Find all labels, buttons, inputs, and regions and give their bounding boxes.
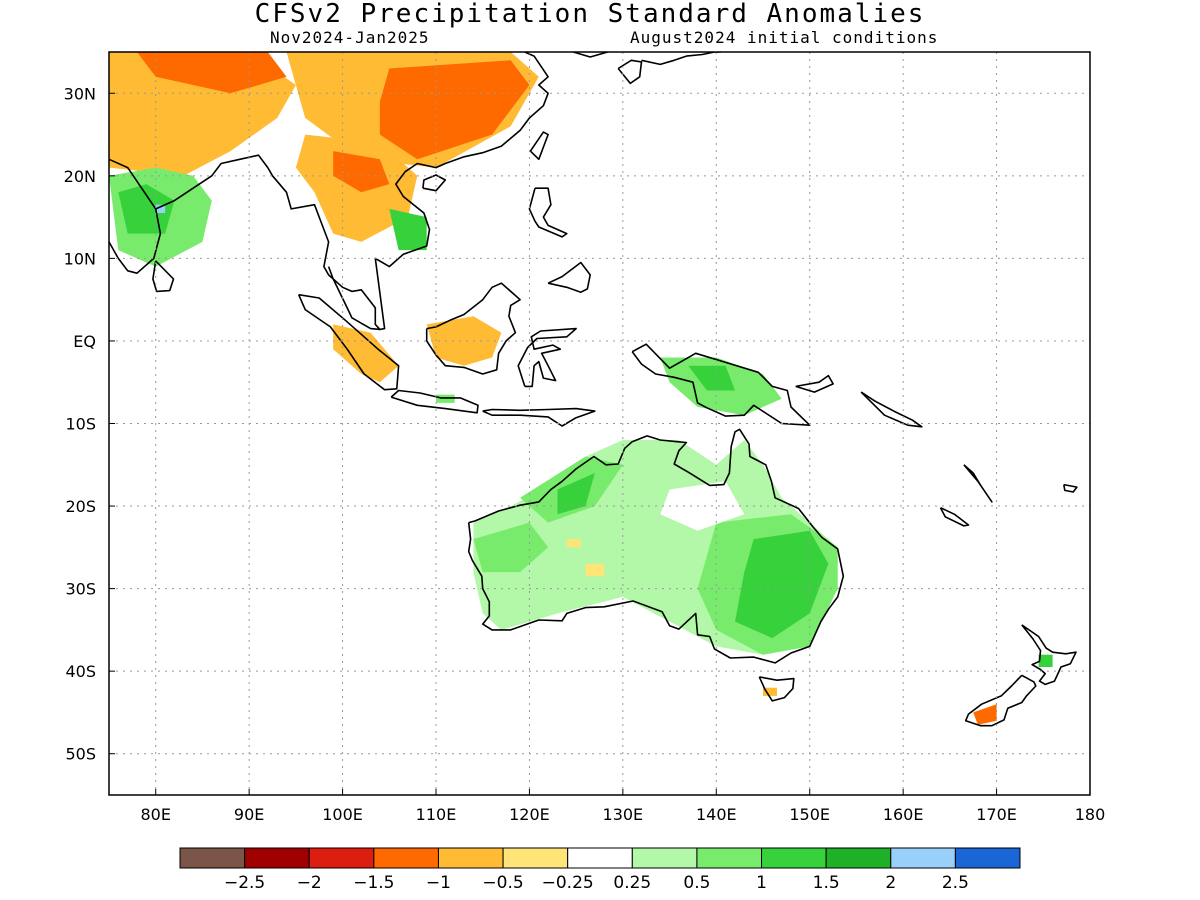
- colorbar-swatch: [179, 847, 246, 869]
- region-india-east-core-positive: [118, 184, 175, 234]
- lon-tick-label: 110E: [416, 805, 457, 824]
- colorbar-swatch: [437, 847, 504, 869]
- coast-sri-lanka: [152, 260, 175, 293]
- colorbar-label: −0.25: [542, 873, 594, 893]
- colorbar-label: 0.5: [683, 873, 710, 893]
- coast-india-bengal: [155, 154, 381, 331]
- region-himalaya-strong-negative: [137, 52, 287, 94]
- colorbar-label: 2.5: [942, 873, 969, 893]
- colorbar-swatch: [890, 847, 956, 869]
- lon-tick-label: 180: [1075, 805, 1106, 824]
- coast-sumatra: [297, 293, 400, 391]
- region-australia-central-white: [660, 481, 745, 531]
- region-java-positive: [436, 394, 455, 403]
- colorbar-swatch: [567, 847, 633, 869]
- lon-tick-label: 140E: [696, 805, 737, 824]
- region-australia-central-dry-2: [566, 539, 581, 548]
- lat-tick-label: 10S: [65, 415, 96, 434]
- map-title: CFSv2 Precipitation Standard Anomalies: [254, 0, 926, 29]
- colorbar-label: −0.5: [482, 873, 523, 893]
- coast-philippines-luzon: [528, 187, 568, 238]
- colorbar-label: −2: [297, 873, 322, 893]
- coast-borneo: [425, 282, 521, 375]
- colorbar-label: 2: [885, 873, 896, 893]
- coast-china-coast: [374, 52, 549, 331]
- lat-tick-label: 20S: [65, 497, 96, 516]
- lat-tick-label: 10N: [64, 249, 96, 268]
- lon-tick-label: 160E: [883, 805, 924, 824]
- coast-new-britain: [795, 374, 834, 393]
- region-new-zealand-south-negative: [973, 704, 997, 725]
- lat-tick-label: 40S: [65, 662, 96, 681]
- coast-vanuatu: [963, 464, 993, 503]
- coast-nz-south: [964, 674, 1037, 727]
- region-australia-central-dry: [585, 563, 605, 577]
- region-australia-west-positive: [473, 522, 549, 573]
- colorbar-swatch: [244, 847, 310, 869]
- initial-conditions: August2024 initial conditions: [630, 28, 939, 47]
- coast-solomon: [860, 391, 923, 428]
- coast-nz-north: [1021, 624, 1077, 686]
- colorbar-label: −1: [426, 873, 451, 893]
- anomaly-shading: [109, 52, 1053, 725]
- lon-tick-label: 170E: [976, 805, 1017, 824]
- axis-ticks: 80E 90E 100E 110E 120E 130E 140E 150E 160E 170E 18…: [64, 84, 1106, 824]
- region-sumatra-negative: [333, 324, 399, 383]
- coast-lesser-sunda: [482, 407, 596, 427]
- lon-tick-label: 130E: [603, 805, 644, 824]
- region-tasmania-dry: [763, 687, 777, 696]
- lon-tick-label: 90E: [234, 805, 264, 824]
- lon-tick-label: 150E: [789, 805, 830, 824]
- colorbar-label: −1.5: [353, 873, 394, 893]
- colorbar-swatch: [954, 847, 1021, 869]
- lon-tick-label: 80E: [140, 805, 170, 824]
- coastlines: [109, 52, 1078, 727]
- colorbar-label: 0.25: [613, 873, 651, 893]
- coast-fiji: [1063, 483, 1078, 493]
- coast-india: [109, 158, 162, 275]
- coast-japan-shikoku-honshu: [641, 52, 721, 66]
- colorbar-swatch: [631, 847, 698, 869]
- lat-tick-label: 30S: [65, 580, 96, 599]
- lon-tick-label: 120E: [509, 805, 550, 824]
- coast-taiwan: [529, 131, 549, 161]
- region-new-guinea-core-positive: [688, 365, 735, 391]
- colorbar-label: −2.5: [224, 873, 265, 893]
- coast-tasmania: [758, 676, 795, 702]
- colorbar-swatch: [308, 847, 375, 869]
- lat-tick-label: 20N: [64, 167, 96, 186]
- coast-korea: [573, 52, 619, 58]
- forecast-period: Nov2024-Jan2025: [270, 28, 430, 47]
- colorbar-swatch: [761, 847, 827, 869]
- region-new-zealand-north-positive: [1038, 654, 1053, 667]
- colorbar-swatch: [502, 847, 569, 869]
- coast-sulawesi: [517, 327, 577, 388]
- colorbar-swatch: [825, 847, 892, 869]
- region-indochina-strong-negative: [333, 151, 390, 193]
- coast-new-caledonia: [939, 506, 970, 527]
- lon-tick-label: 100E: [322, 805, 363, 824]
- region-india-blue-dot: [155, 204, 166, 213]
- grid-lines: [109, 52, 1090, 795]
- coast-australia: [467, 428, 845, 664]
- lat-tick-label: 50S: [65, 745, 96, 764]
- region-borneo-negative: [426, 316, 502, 366]
- colorbar-swatch: [373, 847, 439, 869]
- colorbar-label: 1: [756, 873, 767, 893]
- colorbar-label: 1.5: [813, 873, 840, 893]
- region-vietnam-positive: [389, 208, 427, 251]
- region-australia-east-core: [735, 530, 829, 639]
- colorbar: −2.5 −2 −1.5 −1 −0.5 −0.25 0.25 0.5 1 1.5 2 2.5: [179, 847, 1021, 893]
- region-china-strong-negative: [379, 60, 530, 160]
- lat-tick-label: EQ: [73, 332, 96, 351]
- coast-java: [390, 389, 479, 414]
- coast-hainan: [422, 174, 447, 192]
- region-australia-northwest-core: [557, 473, 595, 515]
- lat-tick-label: 30N: [64, 84, 96, 103]
- coast-japan-south: [617, 59, 643, 85]
- coast-mindanao: [547, 261, 592, 294]
- colorbar-swatch: [696, 847, 763, 869]
